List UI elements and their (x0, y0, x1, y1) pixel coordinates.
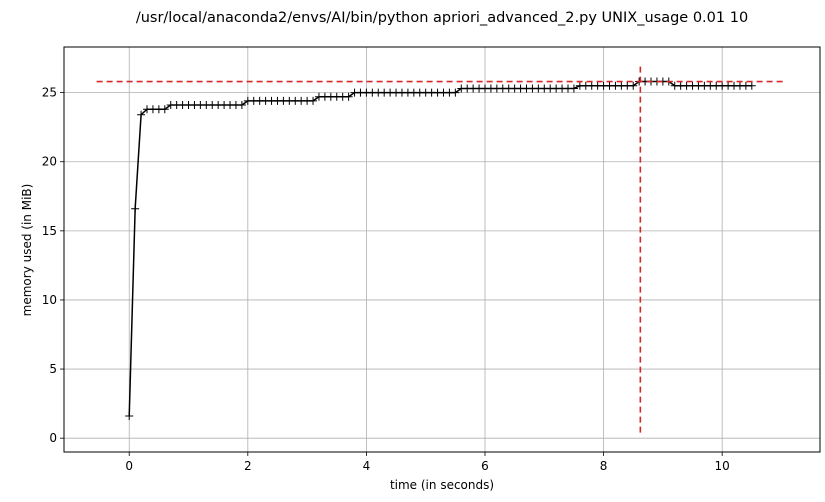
data-point-marker (237, 101, 246, 110)
y-tick-label: 5 (49, 362, 57, 376)
plot-area (96, 64, 785, 433)
data-point-marker (747, 81, 756, 90)
data-point-marker (131, 204, 140, 213)
y-axis-label: memory used (in MiB) (20, 184, 34, 317)
x-tick-label: 4 (363, 459, 371, 473)
axes-frame (63, 46, 821, 453)
chart-title: /usr/local/anaconda2/envs/AI/bin/python … (136, 10, 748, 26)
data-point-marker (451, 88, 460, 97)
y-axis: 0 5 10 15 20 25 (42, 86, 64, 445)
data-point-marker (160, 105, 169, 114)
x-tick-label: 6 (481, 459, 489, 473)
grid-lines (64, 47, 820, 452)
x-axis: 0 2 4 6 8 10 (125, 452, 730, 473)
data-point-marker (569, 84, 578, 93)
y-tick-label: 15 (42, 224, 57, 238)
x-axis-label: time (in seconds) (390, 478, 494, 492)
y-tick-label: 0 (49, 431, 57, 445)
x-tick-label: 8 (600, 459, 608, 473)
data-point-marker (309, 96, 318, 105)
x-tick-label: 0 (125, 459, 133, 473)
data-point-marker (344, 92, 353, 101)
x-tick-label: 10 (715, 459, 730, 473)
data-point-marker (125, 412, 134, 421)
data-point-marker (137, 110, 146, 119)
data-point-marker (629, 81, 638, 90)
y-tick-label: 10 (42, 293, 57, 307)
y-tick-label: 20 (42, 155, 57, 169)
x-tick-label: 2 (244, 459, 252, 473)
y-tick-label: 25 (42, 86, 57, 100)
